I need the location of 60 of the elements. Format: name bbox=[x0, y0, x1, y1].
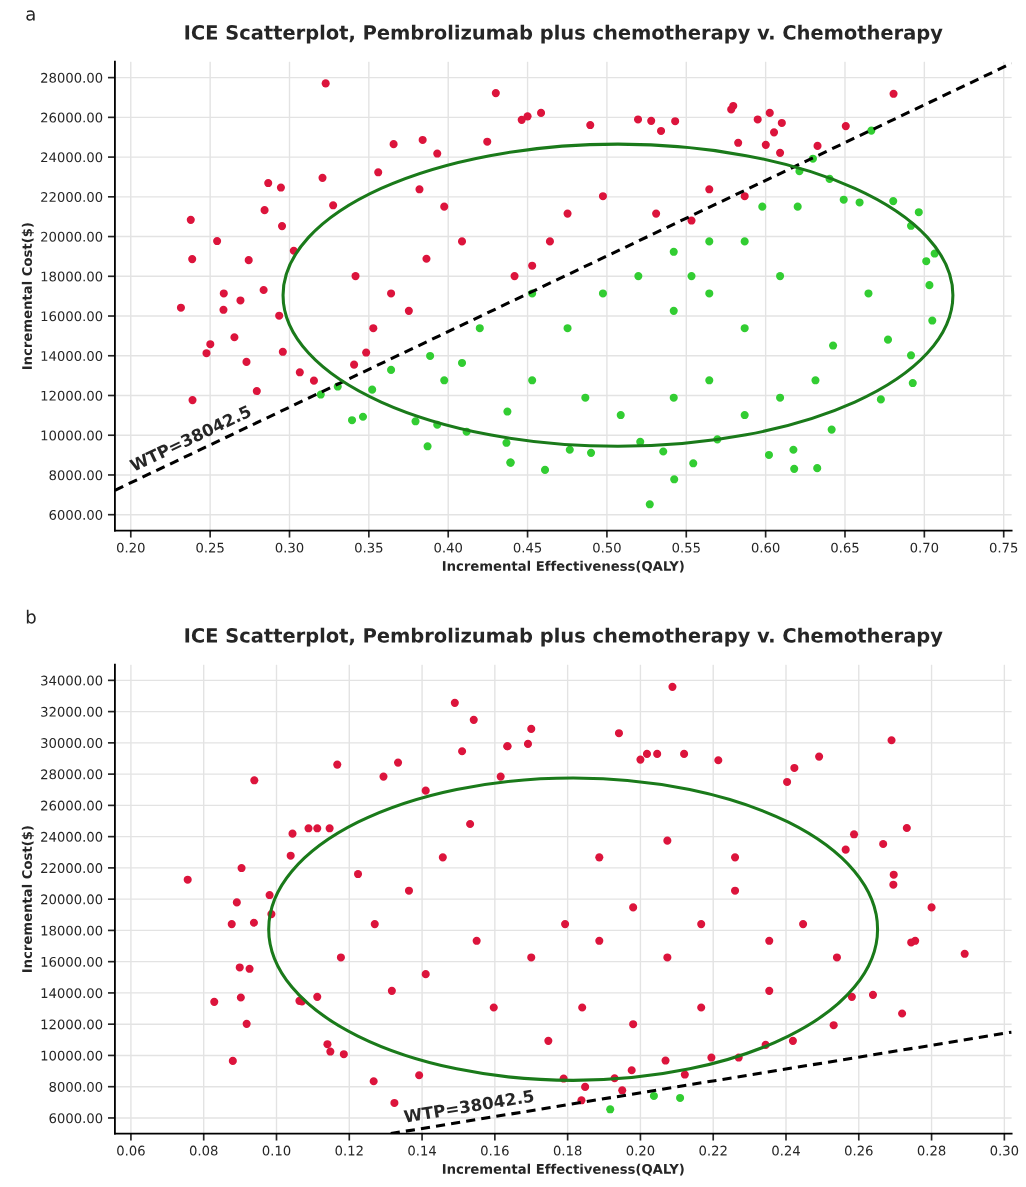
x-axis-title: Incremental Effectiveness(QALY) bbox=[442, 1163, 684, 1176]
y-tick-label: 12000.00 bbox=[41, 1019, 103, 1030]
x-tick-label: 0.20 bbox=[116, 542, 145, 553]
y-tick-label: 20000.00 bbox=[41, 894, 103, 905]
x-tick-label: 0.20 bbox=[626, 1145, 655, 1156]
chart-title: ICE Scatterplot, Pembrolizumab plus chemotherapy v. Chemotherapy bbox=[185, 627, 943, 647]
y-tick-label: 24000.00 bbox=[41, 831, 103, 842]
y-tick-label: 18000.00 bbox=[41, 925, 103, 936]
y-axis-title: Incremental Cost($) bbox=[21, 826, 34, 973]
x-tick-label: 0.28 bbox=[917, 1145, 946, 1156]
x-tick-label: 0.75 bbox=[989, 542, 1018, 553]
x-tick-label: 0.30 bbox=[990, 1145, 1019, 1156]
x-tick-label: 0.25 bbox=[196, 542, 224, 553]
x-tick-label: 0.16 bbox=[481, 1145, 509, 1156]
y-tick-label: 14000.00 bbox=[41, 350, 103, 361]
x-tick-label: 0.24 bbox=[772, 1145, 800, 1156]
y-tick-label: 26000.00 bbox=[41, 800, 103, 811]
text: a bbox=[26, 10, 35, 21]
y-tick-label: 16000.00 bbox=[41, 956, 103, 967]
y-tick-label: 30000.00 bbox=[41, 738, 103, 749]
x-tick-label: 0.06 bbox=[117, 1145, 145, 1156]
x-tick-label: 0.40 bbox=[434, 542, 463, 553]
x-tick-label: 0.35 bbox=[355, 542, 383, 553]
x-tick-label: 0.10 bbox=[262, 1145, 291, 1156]
y-tick-label: 12000.00 bbox=[41, 390, 103, 401]
y-tick-label: 26000.00 bbox=[41, 112, 103, 123]
y-tick-label: 10000.00 bbox=[41, 430, 103, 441]
x-tick-label: 0.70 bbox=[910, 542, 939, 553]
x-tick-label: 0.60 bbox=[751, 542, 780, 553]
y-tick-label: 32000.00 bbox=[41, 706, 103, 717]
y-tick-label: 10000.00 bbox=[41, 1050, 103, 1061]
x-tick-label: 0.55 bbox=[672, 542, 700, 553]
x-tick-label: 0.45 bbox=[513, 542, 542, 553]
y-tick-label: 8000.00 bbox=[49, 470, 103, 481]
y-tick-label: 22000.00 bbox=[41, 192, 103, 203]
x-tick-label: 0.65 bbox=[831, 542, 859, 553]
y-tick-label: 8000.00 bbox=[49, 1081, 103, 1092]
y-tick-label: 14000.00 bbox=[41, 988, 103, 999]
y-tick-label: 28000.00 bbox=[41, 769, 103, 780]
x-tick-label: 0.26 bbox=[844, 1145, 873, 1156]
y-tick-label: 22000.00 bbox=[41, 863, 103, 874]
y-tick-label: 34000.00 bbox=[41, 675, 103, 686]
x-tick-label: 0.30 bbox=[275, 542, 304, 553]
y-tick-label: 6000.00 bbox=[49, 1113, 103, 1124]
x-tick-label: 0.14 bbox=[408, 1145, 437, 1156]
x-tick-label: 0.12 bbox=[335, 1145, 363, 1156]
chart-title: ICE Scatterplot, Pembrolizumab plus chemotherapy v. Chemotherapy bbox=[185, 24, 943, 44]
y-tick-label: 24000.00 bbox=[41, 152, 103, 163]
x-tick-label: 0.50 bbox=[593, 542, 621, 553]
x-axis-title: Incremental Effectiveness(QALY) bbox=[442, 560, 684, 573]
text: b bbox=[26, 609, 36, 624]
y-axis-title: Incremental Cost($) bbox=[21, 223, 34, 370]
y-tick-label: 6000.00 bbox=[49, 509, 103, 520]
y-tick-label: 18000.00 bbox=[41, 271, 103, 282]
x-tick-label: 0.18 bbox=[553, 1145, 582, 1156]
x-tick-label: 0.22 bbox=[699, 1145, 727, 1156]
y-tick-label: 28000.00 bbox=[41, 72, 103, 83]
y-tick-label: 20000.00 bbox=[41, 231, 103, 242]
x-tick-label: 0.08 bbox=[189, 1145, 218, 1156]
y-tick-label: 16000.00 bbox=[41, 311, 103, 322]
